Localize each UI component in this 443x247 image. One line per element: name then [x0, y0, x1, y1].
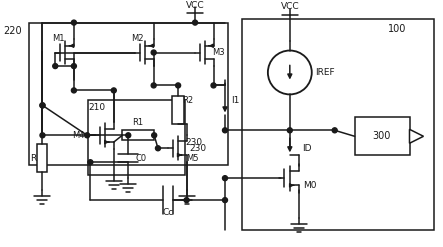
Text: VCC: VCC [186, 1, 204, 10]
Bar [172, 96, 184, 124]
Circle shape [222, 176, 228, 181]
Bar [38, 144, 47, 172]
Text: M4: M4 [72, 131, 85, 140]
Text: ID: ID [302, 144, 311, 153]
Circle shape [211, 83, 216, 88]
Text: 230: 230 [186, 138, 202, 147]
Bar [242, 19, 435, 230]
Text: VCC: VCC [280, 2, 299, 11]
Text: I1: I1 [231, 96, 239, 105]
Circle shape [40, 133, 45, 138]
Text: M3: M3 [212, 48, 224, 57]
Circle shape [85, 133, 89, 138]
Circle shape [332, 128, 337, 133]
Text: R2: R2 [183, 96, 194, 105]
Circle shape [184, 198, 189, 203]
Circle shape [88, 160, 93, 165]
Circle shape [126, 133, 131, 138]
Polygon shape [409, 129, 424, 143]
Circle shape [222, 198, 228, 203]
Circle shape [53, 63, 58, 69]
Circle shape [111, 88, 116, 93]
Text: 220: 220 [3, 26, 22, 36]
Circle shape [71, 20, 76, 25]
Text: M5: M5 [186, 154, 198, 163]
Circle shape [40, 103, 45, 108]
Text: 210: 210 [89, 103, 106, 112]
Text: C0: C0 [136, 154, 147, 163]
Text: Cc: Cc [163, 207, 174, 217]
Circle shape [71, 88, 76, 93]
Circle shape [151, 50, 156, 55]
Text: 100: 100 [389, 23, 407, 34]
Text: 300: 300 [373, 131, 391, 141]
Circle shape [151, 83, 156, 88]
Text: R: R [31, 154, 37, 163]
Bar [28, 22, 228, 165]
Bar [88, 100, 185, 175]
Circle shape [288, 128, 292, 133]
Bar [122, 130, 154, 140]
Bar [355, 117, 409, 155]
Text: M2: M2 [131, 34, 144, 43]
Text: M0: M0 [303, 181, 316, 190]
Text: R1: R1 [132, 118, 143, 127]
Text: M1: M1 [52, 34, 65, 43]
Circle shape [175, 83, 181, 88]
Text: IREF: IREF [315, 68, 334, 77]
Text: 230: 230 [190, 144, 206, 153]
Circle shape [193, 20, 198, 25]
Circle shape [222, 128, 228, 133]
Circle shape [71, 63, 76, 69]
Circle shape [155, 146, 160, 151]
Circle shape [40, 103, 45, 108]
Circle shape [152, 133, 157, 138]
